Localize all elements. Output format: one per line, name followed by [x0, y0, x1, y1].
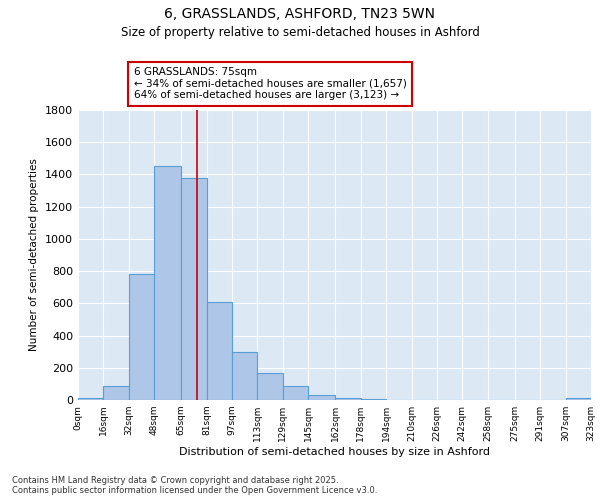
Bar [283, 386, 308, 400]
Bar [129, 274, 154, 400]
Text: 6 GRASSLANDS: 75sqm
← 34% of semi-detached houses are smaller (1,657)
64% of sem: 6 GRASSLANDS: 75sqm ← 34% of semi-detach… [134, 67, 406, 100]
Text: Size of property relative to semi-detached houses in Ashford: Size of property relative to semi-detach… [121, 26, 479, 39]
Text: Contains HM Land Registry data © Crown copyright and database right 2025.
Contai: Contains HM Land Registry data © Crown c… [12, 476, 377, 495]
Bar [206, 302, 232, 400]
Y-axis label: Number of semi-detached properties: Number of semi-detached properties [29, 158, 40, 352]
Bar [103, 386, 129, 400]
Text: 6, GRASSLANDS, ASHFORD, TN23 5WN: 6, GRASSLANDS, ASHFORD, TN23 5WN [164, 8, 436, 22]
Bar [566, 398, 591, 400]
Bar [78, 398, 103, 400]
Bar [308, 395, 335, 400]
Bar [335, 398, 361, 400]
Bar [232, 352, 257, 400]
Bar [257, 372, 283, 400]
X-axis label: Distribution of semi-detached houses by size in Ashford: Distribution of semi-detached houses by … [179, 447, 490, 457]
Bar [154, 166, 181, 400]
Bar [361, 399, 386, 400]
Bar [181, 178, 206, 400]
